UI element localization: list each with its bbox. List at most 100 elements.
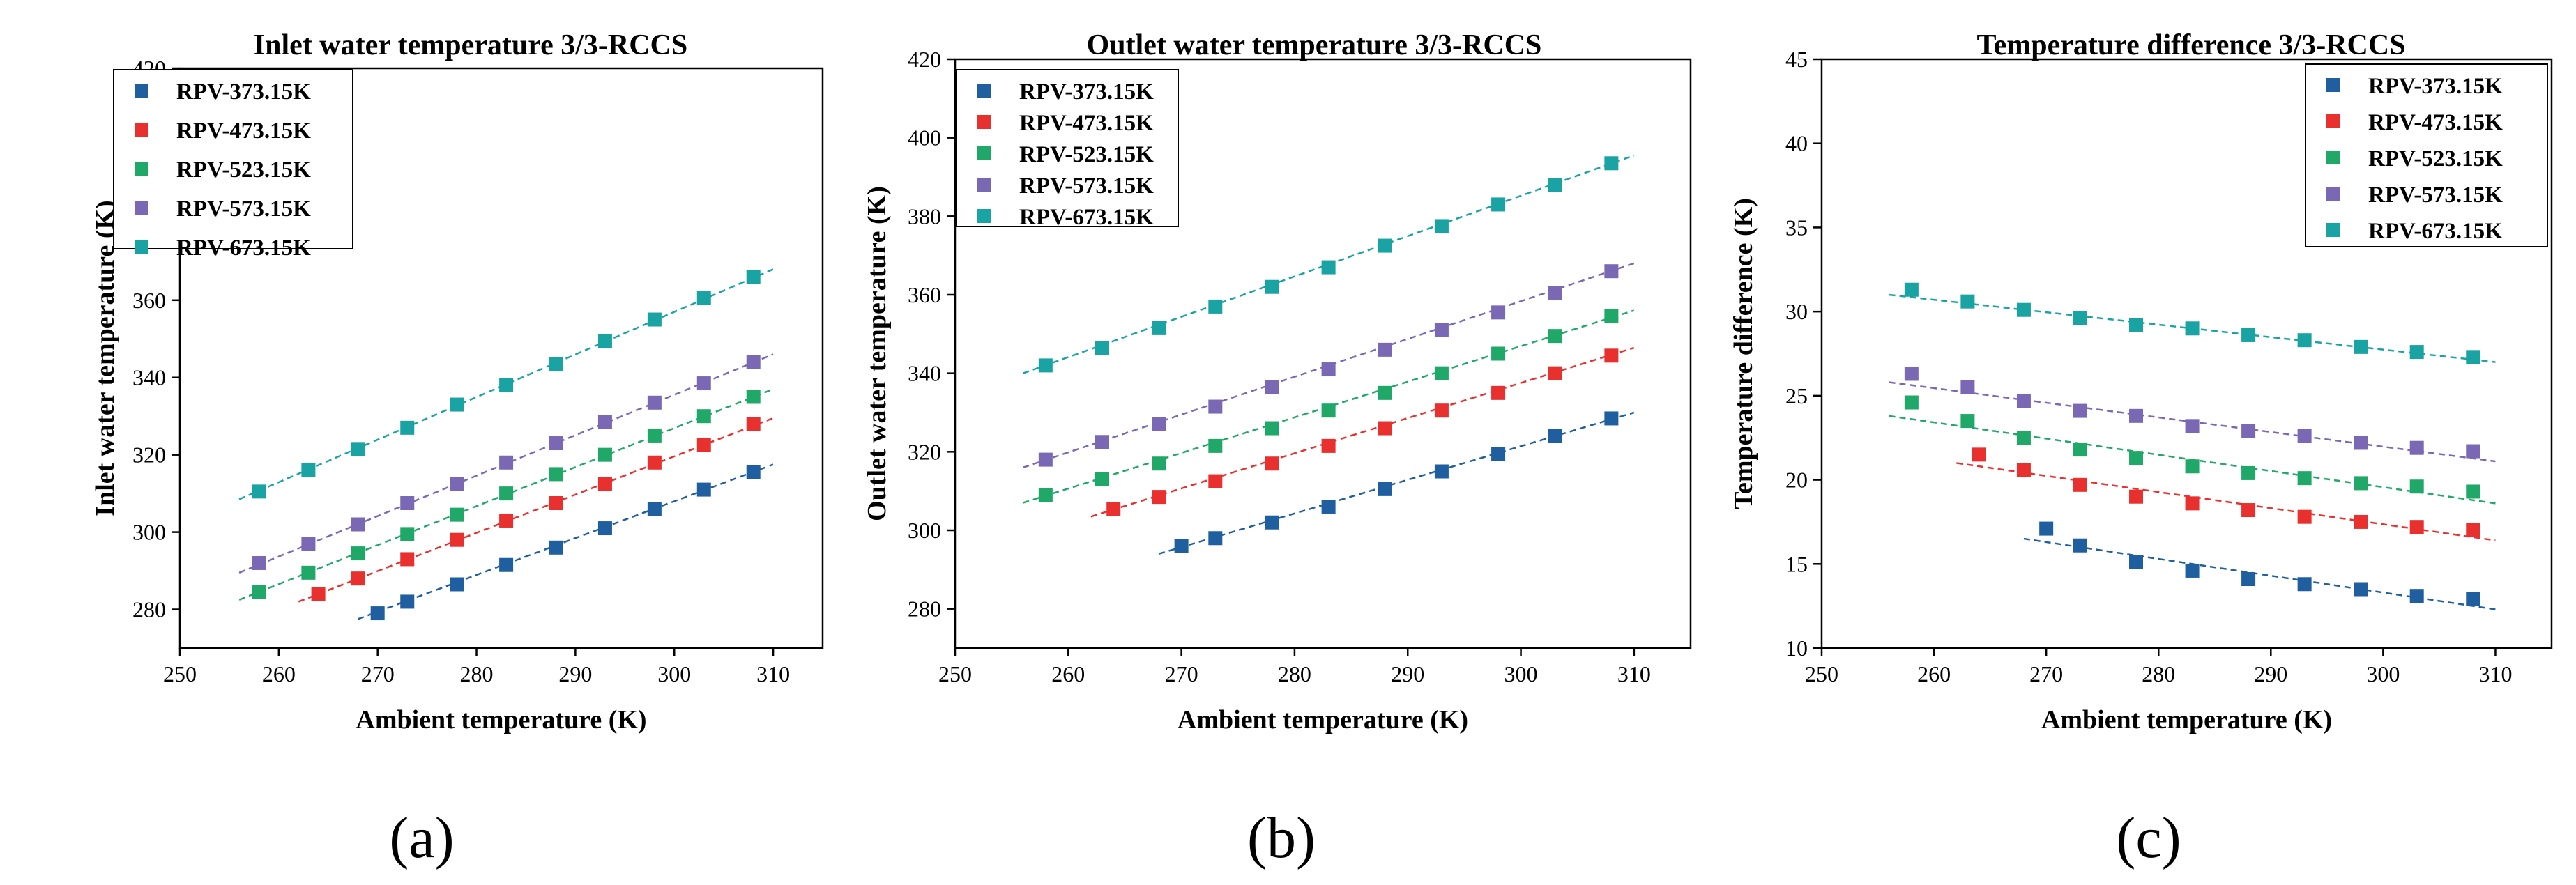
data-point (1491, 346, 1506, 361)
data-point (400, 527, 415, 541)
data-point (2241, 424, 2256, 438)
legend-label: RPV-673.15K (1019, 205, 1154, 230)
data-point (2129, 318, 2144, 332)
data-point (499, 486, 514, 501)
data-point (549, 357, 563, 371)
legend-marker (135, 84, 148, 98)
data-point (2129, 451, 2144, 465)
data-point (746, 270, 761, 284)
data-point (351, 517, 365, 532)
data-point (2129, 408, 2144, 423)
fit-line-2 (1956, 462, 2496, 541)
data-point (311, 587, 326, 601)
data-point (1904, 282, 1919, 297)
data-point (499, 557, 514, 572)
data-point (597, 334, 612, 348)
data-point (499, 378, 514, 392)
legend-label: RPV-573.15K (1019, 174, 1154, 199)
y-axis-label: Temperature difference (K) (1729, 198, 1758, 509)
x-tick-label: 310 (2478, 661, 2512, 686)
data-point (1434, 219, 1449, 233)
chart-1: Inlet water temperature 3/3-RCCS 250 260 27… (91, 29, 824, 870)
data-point (1548, 366, 1562, 380)
data-point (2466, 444, 2480, 459)
data-point (1038, 488, 1053, 502)
y-tick-label: 280 (908, 597, 941, 622)
data-point (597, 521, 612, 536)
legend-label: RPV-523.15K (176, 157, 311, 183)
data-point (351, 546, 365, 561)
data-point (1208, 438, 1223, 453)
data-point (549, 540, 563, 555)
data-point (2297, 429, 2312, 443)
data-point (1548, 329, 1562, 344)
data-point (1604, 411, 1619, 426)
x-axis-label: Ambient temperature (K) (2041, 705, 2332, 734)
legend-label: RPV-473.15K (1019, 111, 1154, 136)
data-point (1378, 238, 1392, 253)
data-point (2354, 582, 2368, 597)
data-point (1434, 403, 1449, 418)
data-point (696, 291, 711, 306)
data-point (1434, 366, 1449, 380)
data-point (2241, 503, 2256, 518)
y-tick-label: 10 (1785, 636, 1808, 661)
y-tick-label: 35 (1785, 215, 1808, 240)
data-point (2016, 394, 2031, 408)
data-point (696, 482, 711, 497)
data-point (1960, 414, 1975, 429)
data-point (2073, 311, 2087, 325)
legend-label: RPV-373.15K (1019, 79, 1154, 105)
data-point (2466, 484, 2480, 499)
fit-line-5 (238, 268, 774, 500)
data-point (647, 312, 662, 327)
data-point (301, 565, 316, 580)
data-point (2466, 592, 2480, 606)
legend: RPV-373.15K RPV-473.15K RPV-523.15K RPV-573… (113, 69, 353, 261)
panel-label: (c) (2116, 806, 2181, 870)
x-tick-label: 280 (1278, 661, 1311, 686)
data-point (1208, 399, 1223, 414)
data-point (746, 355, 761, 369)
legend-label: RPV-373.15K (2368, 74, 2503, 99)
data-point (1152, 456, 1166, 471)
chart-title: Temperature difference 3/3-RCCS (1976, 29, 2405, 61)
data-point (1038, 452, 1053, 467)
data-point (2039, 521, 2054, 536)
data-point (597, 415, 612, 429)
data-point (1095, 472, 1109, 486)
data-point (1265, 456, 1279, 471)
data-point (1321, 403, 1336, 418)
data-point (1208, 299, 1223, 314)
data-point (1265, 421, 1279, 436)
data-point (2241, 328, 2256, 342)
x-axis-label: Ambient temperature (K) (1178, 705, 1468, 734)
y-tick-label: 25 (1785, 383, 1808, 408)
legend-marker (2326, 78, 2340, 92)
x-tick-label: 270 (2029, 661, 2063, 686)
data-point (301, 537, 316, 551)
data-point (351, 571, 365, 586)
y-tick-label: 320 (908, 439, 941, 464)
data-point (1321, 500, 1336, 514)
data-point (696, 438, 711, 452)
x-tick-label: 290 (1391, 661, 1424, 686)
data-point (1095, 341, 1109, 355)
data-point (1321, 362, 1336, 377)
chart-3: Temperature difference 3/3-RCCS 250 260 270… (1729, 29, 2553, 870)
data-point (1321, 260, 1336, 275)
fit-line-2 (1090, 346, 1635, 518)
x-tick-label: 280 (460, 661, 494, 686)
data-point (1548, 178, 1562, 192)
x-tick-label: 270 (361, 661, 395, 686)
data-point (746, 465, 761, 479)
data-point (252, 585, 266, 599)
data-point (2241, 572, 2256, 587)
data-point (2297, 577, 2312, 592)
fit-line-1 (1158, 411, 1635, 555)
data-point (1604, 348, 1619, 363)
data-point (746, 390, 761, 404)
data-point (2073, 442, 2087, 457)
legend-marker (977, 115, 991, 129)
legend-marker (977, 146, 991, 160)
